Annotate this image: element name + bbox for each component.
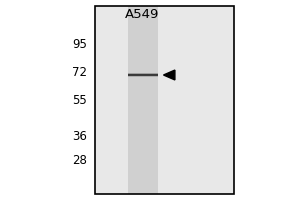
Bar	[128, 74, 158, 76]
Text: 36: 36	[72, 130, 87, 142]
Text: 28: 28	[72, 154, 87, 166]
Bar	[128, 73, 158, 74]
Bar	[94, 6, 234, 194]
Bar	[128, 74, 158, 75]
Bar	[128, 76, 158, 77]
Text: 95: 95	[72, 38, 87, 50]
Bar	[128, 75, 158, 76]
Bar	[128, 6, 158, 194]
Text: 55: 55	[72, 94, 87, 106]
Bar	[94, 6, 234, 194]
Polygon shape	[164, 70, 175, 80]
Text: A549: A549	[125, 7, 160, 21]
Text: 72: 72	[72, 66, 87, 78]
